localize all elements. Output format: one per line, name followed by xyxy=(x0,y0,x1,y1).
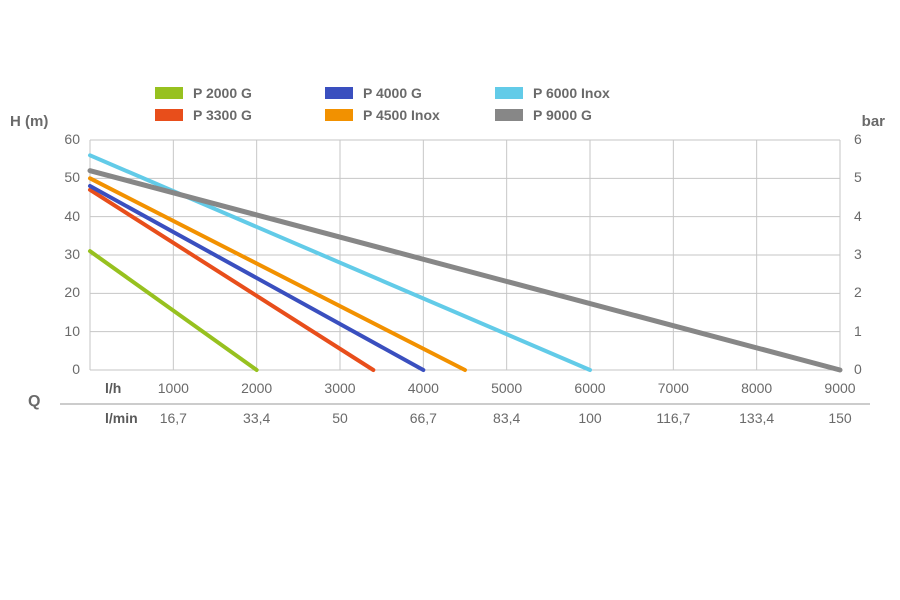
left-tick-label: 50 xyxy=(64,169,80,185)
left-tick-label: 10 xyxy=(64,323,80,339)
plot-area xyxy=(0,0,900,600)
x-row1-tick-label: 1000 xyxy=(158,380,189,396)
x-row1-tick-label: 4000 xyxy=(408,380,439,396)
x-row2-tick-label: 66,7 xyxy=(410,410,437,426)
x-row1-tick-label: 9000 xyxy=(824,380,855,396)
right-tick-label: 6 xyxy=(854,131,862,147)
pump-performance-chart: H (m) bar P 2000 GP 4000 GP 6000 InoxP 3… xyxy=(0,0,900,600)
left-tick-label: 0 xyxy=(72,361,80,377)
left-tick-label: 20 xyxy=(64,284,80,300)
left-tick-label: 30 xyxy=(64,246,80,262)
x-row1-tick-label: 7000 xyxy=(658,380,689,396)
right-tick-label: 4 xyxy=(854,208,862,224)
x-row2-tick-label: 50 xyxy=(332,410,348,426)
right-tick-label: 3 xyxy=(854,246,862,262)
x-row1-tick-label: 6000 xyxy=(574,380,605,396)
series-line xyxy=(90,171,840,370)
x-row2-tick-label: 83,4 xyxy=(493,410,520,426)
x-row2-tick-label: 16,7 xyxy=(160,410,187,426)
x-axis-symbol: Q xyxy=(28,393,40,411)
x-row2-tick-label: 33,4 xyxy=(243,410,270,426)
x-row2-tick-label: 150 xyxy=(828,410,851,426)
x-row2-tick-label: 116,7 xyxy=(656,410,690,426)
x-row2-tick-label: 100 xyxy=(578,410,601,426)
x-row1-unit: l/h xyxy=(105,380,121,396)
left-tick-label: 60 xyxy=(64,131,80,147)
left-tick-label: 40 xyxy=(64,208,80,224)
right-tick-label: 0 xyxy=(854,361,862,377)
x-row1-tick-label: 8000 xyxy=(741,380,772,396)
x-row1-tick-label: 2000 xyxy=(241,380,272,396)
right-tick-label: 1 xyxy=(854,323,862,339)
right-tick-label: 2 xyxy=(854,284,862,300)
series-line xyxy=(90,178,465,370)
x-row1-tick-label: 3000 xyxy=(324,380,355,396)
right-tick-label: 5 xyxy=(854,169,862,185)
x-row2-unit: l/min xyxy=(105,410,138,426)
x-row2-tick-label: 133,4 xyxy=(739,410,774,426)
x-row1-tick-label: 5000 xyxy=(491,380,522,396)
